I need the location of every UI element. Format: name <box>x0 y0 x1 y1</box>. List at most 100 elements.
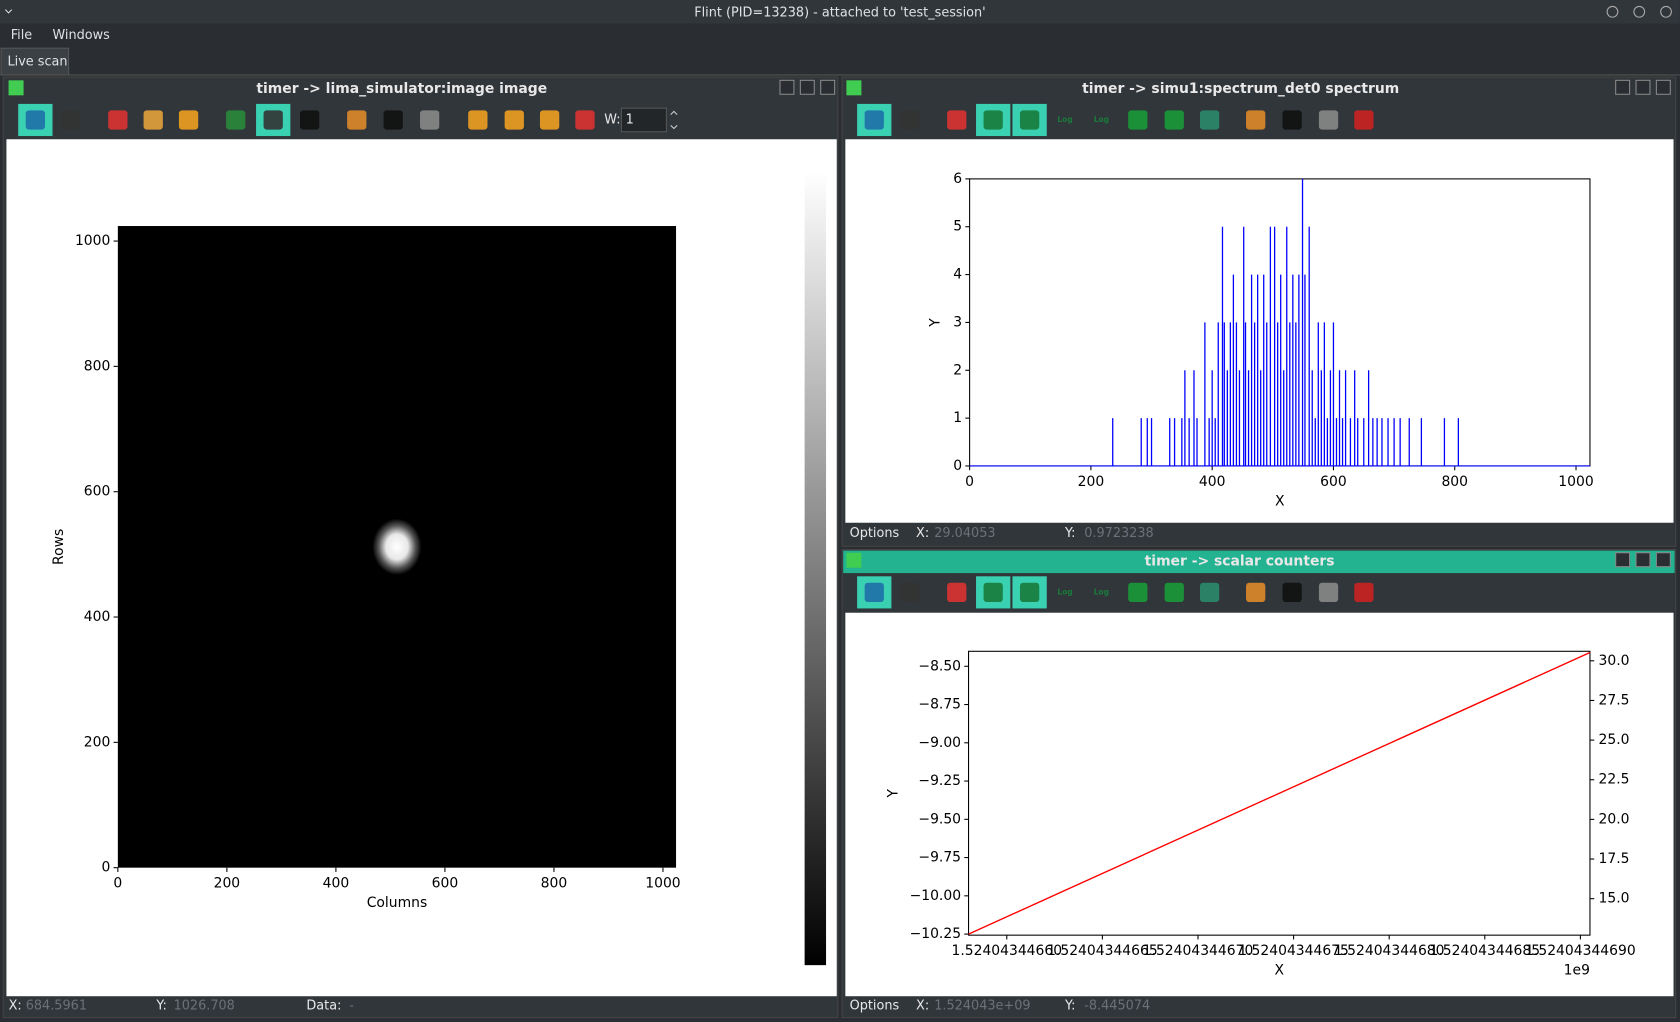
minimize-button[interactable] <box>1615 79 1631 95</box>
toolbar-button[interactable] <box>1164 110 1184 130</box>
window-menu-button[interactable] <box>4 9 13 14</box>
toolbar-button[interactable] <box>1128 582 1148 603</box>
y2-tick-label: 17.5 <box>1599 851 1630 867</box>
x-tick-label: 800 <box>1441 474 1468 490</box>
close-button[interactable] <box>1660 5 1672 18</box>
icon-label[interactable]: Log <box>1094 115 1109 124</box>
toolbar-button[interactable] <box>1199 110 1220 130</box>
toolbar-button[interactable] <box>419 110 440 130</box>
toolbar-button[interactable] <box>1128 110 1148 130</box>
toolbar-button[interactable] <box>108 110 128 130</box>
y2-tick-label: 15.0 <box>1599 891 1630 907</box>
toolbar-button[interactable] <box>983 582 1003 603</box>
tab-label[interactable]: Live scan <box>7 55 67 70</box>
toolbar-button[interactable] <box>61 110 81 130</box>
toolbar-button[interactable] <box>178 110 199 130</box>
y-tick-label: −8.50 <box>918 658 961 674</box>
toolbar-button[interactable] <box>983 110 1003 130</box>
toolbar-button[interactable] <box>1246 110 1266 130</box>
tab[interactable] <box>0 47 70 76</box>
toolbar-button[interactable] <box>864 582 884 603</box>
menu-item[interactable]: File <box>11 28 33 43</box>
toolbar-button[interactable] <box>575 110 595 130</box>
x-tick-label: 1000 <box>1558 474 1593 490</box>
toolbar-button[interactable] <box>383 110 403 130</box>
y2-tick-label: 22.5 <box>1599 772 1630 788</box>
icon-label[interactable]: Log <box>1057 115 1072 124</box>
icon-label[interactable]: Log <box>1094 587 1109 596</box>
minimize-button[interactable] <box>1615 552 1631 568</box>
maximize-button[interactable] <box>1635 552 1651 568</box>
status-label: X: <box>916 526 929 541</box>
toolbar-button[interactable] <box>1019 110 1040 130</box>
toolbar-button[interactable] <box>299 110 320 130</box>
toolbar-button[interactable] <box>1318 110 1339 130</box>
toolbar-button[interactable] <box>864 110 884 130</box>
close-button[interactable] <box>1655 552 1671 568</box>
toolbar-button[interactable] <box>899 110 920 130</box>
toolbar-button[interactable] <box>947 582 967 603</box>
toolbar-button[interactable] <box>947 110 967 130</box>
x-tick-label: 1.52404344690 <box>1525 943 1636 959</box>
maximize-button[interactable] <box>1633 5 1646 18</box>
status-value: 29.04053 <box>934 526 995 541</box>
window-title: Flint (PID=13238) - attached to 'test_se… <box>694 5 985 20</box>
maximize-button[interactable] <box>799 79 815 95</box>
icon-label[interactable]: Log <box>1057 587 1072 596</box>
y-tick-label: −9.50 <box>918 811 961 827</box>
toolbar-button[interactable] <box>539 110 560 130</box>
width-value[interactable]: 1 <box>626 112 634 127</box>
y-tick-label: 6 <box>953 171 962 187</box>
y-tick-label: −8.75 <box>918 697 961 713</box>
toolbar-button[interactable] <box>1354 110 1374 130</box>
minimize-button[interactable] <box>779 79 795 95</box>
toolbar-button[interactable] <box>25 110 45 130</box>
y-tick-label: 1 <box>953 410 962 426</box>
toolbar-button[interactable] <box>1282 110 1302 130</box>
y-tick-label: 0 <box>101 860 110 876</box>
plot-frame <box>968 650 1591 936</box>
title-bar <box>0 0 1680 24</box>
toolbar-button[interactable] <box>899 582 920 603</box>
minimize-button[interactable] <box>1606 5 1619 18</box>
toolbar-button[interactable] <box>504 110 524 130</box>
spin-buttons[interactable] <box>670 110 678 130</box>
toolbar-button[interactable] <box>1019 582 1040 603</box>
toolbar-button[interactable] <box>468 110 488 130</box>
y2-tick-label: 30.0 <box>1599 653 1630 669</box>
status-label: X: <box>9 998 22 1013</box>
options-button[interactable]: Options <box>850 998 900 1013</box>
toolbar-button[interactable] <box>1354 582 1374 603</box>
x-axis-label: X <box>1274 963 1284 979</box>
qt-icon <box>8 80 24 96</box>
x-tick-label: 1.52404344670 <box>1143 943 1254 959</box>
x-axis-label: Columns <box>367 895 428 911</box>
toolbar-button[interactable] <box>263 110 283 130</box>
toolbar-button[interactable] <box>1318 582 1339 603</box>
y-tick-label: 2 <box>953 362 962 378</box>
y-tick-label: 5 <box>953 219 962 235</box>
status-value: 1.524043e+09 <box>934 998 1030 1013</box>
y-tick-label: 3 <box>953 314 962 330</box>
close-button[interactable] <box>1655 79 1671 95</box>
toolbar-button[interactable] <box>143 110 163 130</box>
maximize-button[interactable] <box>1635 79 1651 95</box>
toolbar-button[interactable] <box>1164 582 1184 603</box>
menu-item[interactable]: Windows <box>52 28 110 43</box>
toolbar-button[interactable] <box>226 110 246 130</box>
x-tick-label: 200 <box>1078 474 1105 490</box>
y-tick-label: 600 <box>84 484 111 500</box>
width-input[interactable] <box>620 107 667 133</box>
options-button[interactable]: Options <box>850 526 900 541</box>
y-tick-label: −9.00 <box>918 735 961 751</box>
toolbar-button[interactable] <box>1199 582 1220 603</box>
data-line <box>968 651 1591 935</box>
close-button[interactable] <box>820 79 836 95</box>
x-tick-label: 600 <box>1320 474 1347 490</box>
panel-title: timer -> lima_simulator:image image <box>256 81 547 97</box>
toolbar-button[interactable] <box>1282 582 1302 603</box>
toolbar-button[interactable] <box>1246 582 1266 603</box>
toolbar-button[interactable] <box>347 110 367 130</box>
y-axis-label: Y <box>927 318 943 328</box>
